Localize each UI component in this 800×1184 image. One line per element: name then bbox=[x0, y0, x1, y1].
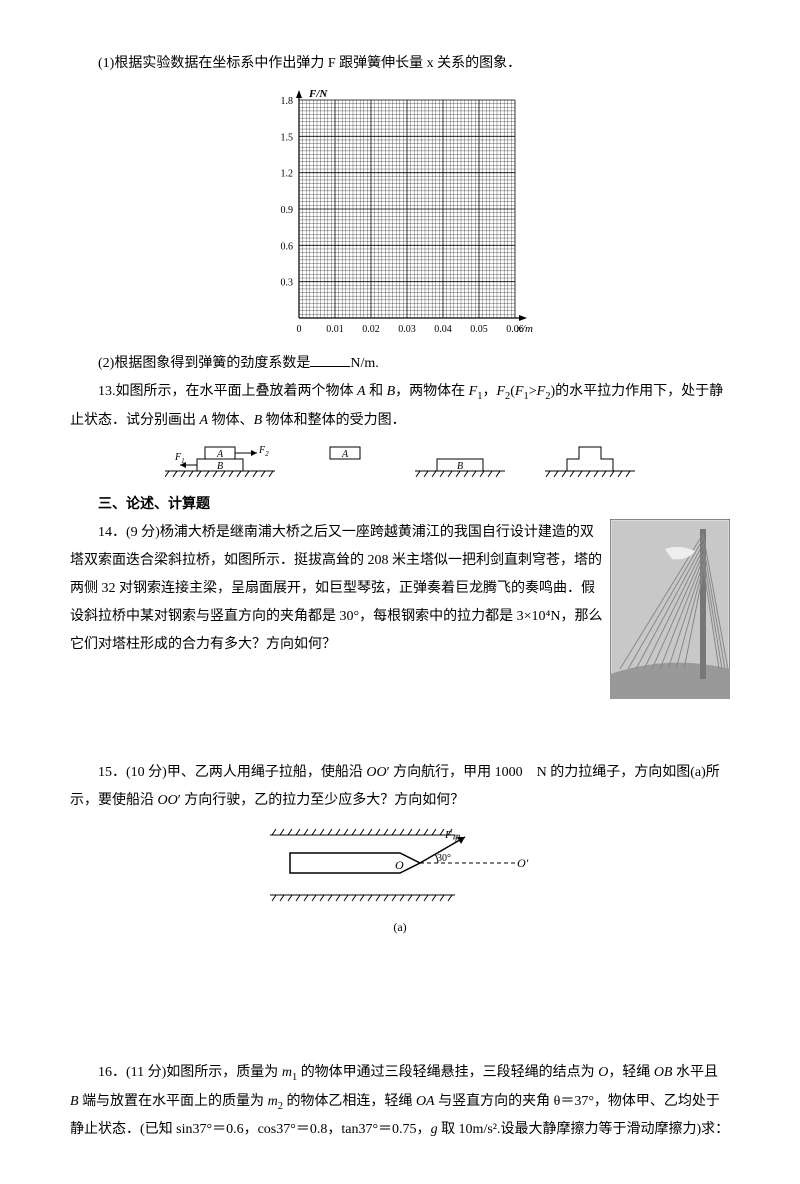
svg-text:0.6: 0.6 bbox=[281, 241, 294, 252]
t: m bbox=[268, 1094, 278, 1109]
q13-pre: 13.如图所示，在水平面上叠放着两个物体 bbox=[98, 384, 357, 399]
t: 的物体乙相连，轻绳 bbox=[283, 1094, 416, 1109]
svg-text:F1: F1 bbox=[174, 452, 185, 465]
t: 水平且 bbox=[672, 1065, 718, 1080]
t: m bbox=[282, 1065, 292, 1080]
svg-text:B: B bbox=[457, 461, 463, 472]
grid-chart: F/Nx/m00.010.020.030.040.050.060.30.60.9… bbox=[255, 84, 545, 344]
svg-text:0.3: 0.3 bbox=[281, 278, 294, 289]
diagram-b: B bbox=[415, 441, 505, 477]
q13-diagrams: A B F1 F2 A B bbox=[70, 441, 730, 477]
q12-part2: (2)根据图象得到弹簧的劲度系数是 N/m. bbox=[70, 350, 730, 378]
svg-text:0: 0 bbox=[297, 324, 302, 335]
t: 的物体甲通过三段轻绳悬挂，三段轻绳的结点为 bbox=[297, 1065, 598, 1080]
force-label: F甲 bbox=[444, 829, 461, 843]
q12-part1: (1)根据实验数据在坐标系中作出弹力 F 跟弹簧伸长量 x 关系的图象． bbox=[70, 50, 730, 78]
oprime-label: O′ bbox=[517, 856, 529, 870]
section-3-heading: 三、论述、计算题 bbox=[70, 491, 730, 519]
angle-label: 30° bbox=[437, 853, 451, 864]
o-label: O bbox=[395, 858, 404, 872]
q15-text: 15．(10 分)甲、乙两人用绳子拉船，使船沿 OO′ 方向航行，甲用 1000… bbox=[70, 759, 730, 815]
diagram-whole bbox=[545, 441, 635, 477]
svg-text:0.03: 0.03 bbox=[398, 324, 416, 335]
t: 和 bbox=[366, 384, 387, 399]
t: 方向行驶，乙的拉力至少应多大？方向如何？ bbox=[181, 793, 465, 808]
t: 物体和整体的受力图． bbox=[262, 413, 406, 428]
diagram-stacked: A B F1 F2 bbox=[165, 441, 275, 477]
svg-text:0.01: 0.01 bbox=[326, 324, 344, 335]
t: 16．(11 分)如图所示，质量为 bbox=[98, 1065, 282, 1080]
t: ，两物体在 bbox=[395, 384, 469, 399]
boat-diagram: O O′ F甲 30° bbox=[270, 823, 530, 913]
svg-text:1.5: 1.5 bbox=[281, 132, 294, 143]
svg-text:F/N: F/N bbox=[308, 88, 328, 100]
svg-text:0.05: 0.05 bbox=[470, 324, 488, 335]
svg-text:1.2: 1.2 bbox=[281, 169, 294, 180]
q13-text: 13.如图所示，在水平面上叠放着两个物体 A 和 B，两物体在 F1，F2(F1… bbox=[70, 378, 730, 435]
grid-chart-wrap: F/Nx/m00.010.020.030.040.050.060.30.60.9… bbox=[70, 84, 730, 344]
t: ，轻绳 bbox=[608, 1065, 654, 1080]
svg-text:0.06: 0.06 bbox=[506, 324, 524, 335]
t: 物体、 bbox=[208, 413, 254, 428]
q12-part2-pre: (2)根据图象得到弹簧的劲度系数是 bbox=[98, 356, 310, 371]
svg-text:A: A bbox=[216, 449, 224, 460]
t: ， bbox=[482, 384, 496, 399]
svg-text:0.04: 0.04 bbox=[434, 324, 452, 335]
svg-text:0.9: 0.9 bbox=[281, 205, 294, 216]
boat-caption: (a) bbox=[393, 915, 406, 939]
svg-text:B: B bbox=[217, 461, 223, 472]
diagram-a: A bbox=[315, 441, 375, 477]
bridge-image bbox=[610, 519, 730, 699]
t: 取 10m/s².设最大静摩擦力等于滑动摩擦力)求： bbox=[438, 1122, 730, 1137]
svg-text:A: A bbox=[341, 449, 349, 460]
svg-text:1.8: 1.8 bbox=[281, 96, 294, 107]
svg-text:F2: F2 bbox=[258, 445, 269, 458]
t: > bbox=[529, 384, 537, 399]
q14-text: 14．(9 分)杨浦大桥是继南浦大桥之后又一座跨越黄浦江的我国自行设计建造的双塔… bbox=[70, 519, 604, 659]
q15-pre: 15．(10 分)甲、乙两人用绳子拉船，使船沿 bbox=[98, 765, 366, 780]
svg-text:0.02: 0.02 bbox=[362, 324, 380, 335]
q12-part2-post: N/m. bbox=[350, 356, 378, 371]
t: 端与放置在水平面上的质量为 bbox=[79, 1094, 268, 1109]
